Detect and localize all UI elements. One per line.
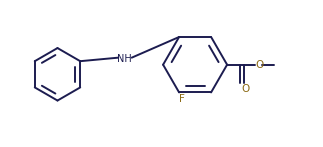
Text: F: F: [179, 95, 185, 105]
Text: NH: NH: [117, 54, 132, 64]
Text: O: O: [241, 84, 249, 94]
Text: O: O: [255, 60, 263, 70]
